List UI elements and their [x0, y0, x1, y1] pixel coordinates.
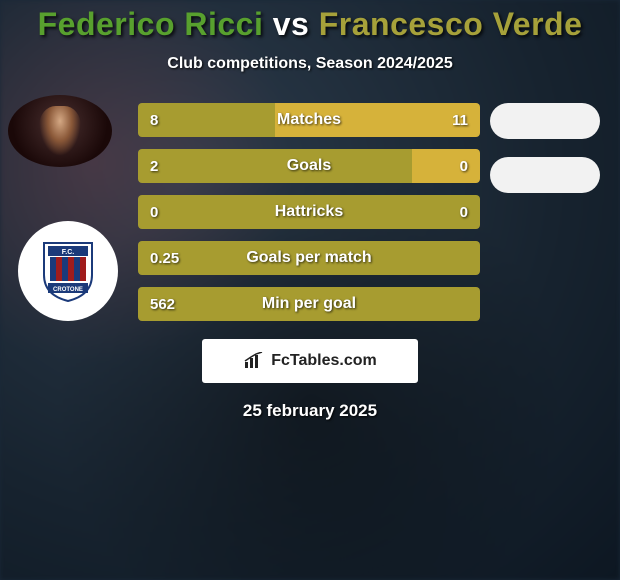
date-label: 25 february 2025: [0, 401, 620, 421]
stat-bars: 8Matches11 2Goals0 0Hattricks0 0.25Goals pe…: [138, 103, 480, 321]
subtitle: Club competitions, Season 2024/2025: [167, 55, 452, 73]
chart-icon: [243, 352, 265, 370]
player1-pill: [490, 103, 600, 139]
avatar-column: F.C. CROTONE: [8, 95, 118, 321]
stat-row: 8Matches11: [138, 103, 480, 137]
main-area: F.C. CROTONE 8Matches11 2Goals0 0Hattricks…: [0, 103, 620, 421]
stat-row: 562Min per goal: [138, 287, 480, 321]
player1-name: Federico Ricci: [38, 6, 264, 42]
page-title: Federico Ricci vs Francesco Verde: [38, 6, 583, 43]
player2-pill: [490, 157, 600, 193]
player1-avatar: [8, 95, 112, 167]
player2-club-badge: F.C. CROTONE: [18, 221, 118, 321]
pill-column: [490, 103, 600, 193]
stat-row: 0.25Goals per match: [138, 241, 480, 275]
stat-label: Matches: [138, 111, 480, 129]
player2-name: Francesco Verde: [319, 6, 583, 42]
stat-row: 0Hattricks0: [138, 195, 480, 229]
stat-label: Goals per match: [138, 249, 480, 267]
brand-text: FcTables.com: [271, 352, 377, 370]
comparison-card: Federico Ricci vs Francesco Verde Club c…: [0, 0, 620, 580]
stat-label: Goals: [138, 157, 480, 175]
brand-badge: FcTables.com: [202, 339, 418, 383]
vs-text: vs: [273, 6, 310, 42]
club-shield-icon: F.C. CROTONE: [40, 239, 96, 303]
svg-text:F.C.: F.C.: [62, 249, 75, 256]
stat-row: 2Goals0: [138, 149, 480, 183]
stat-label: Hattricks: [138, 203, 480, 221]
stat-label: Min per goal: [138, 295, 480, 313]
svg-text:CROTONE: CROTONE: [53, 287, 83, 293]
